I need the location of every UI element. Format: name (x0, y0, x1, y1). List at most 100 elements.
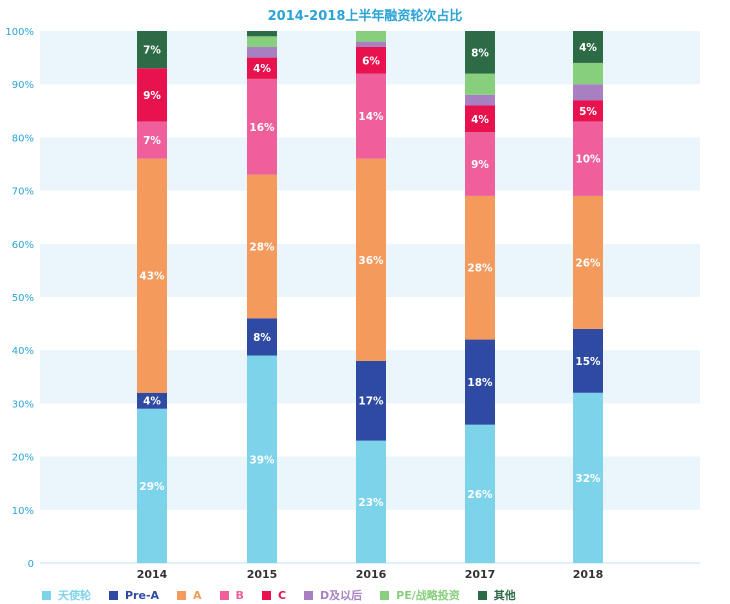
bar-segment (247, 31, 277, 37)
data-label: 39% (249, 454, 275, 466)
bar-segment (573, 195, 603, 329)
bar-segment (137, 121, 167, 159)
bar-segment (465, 94, 495, 106)
data-label: 14% (358, 111, 384, 123)
data-label: 4% (579, 42, 597, 54)
data-label: 7% (143, 45, 161, 57)
bar-segment (247, 46, 277, 58)
legend-label: 其他 (493, 589, 516, 602)
y-tick-label: 0 (28, 559, 34, 570)
bar-segment (573, 328, 603, 393)
bar-segment (356, 31, 386, 42)
data-label: 43% (139, 271, 165, 283)
data-label: 28% (467, 263, 493, 275)
bar-segment (465, 73, 495, 95)
legend-swatch (261, 590, 271, 600)
bar-segment (137, 408, 167, 563)
bar-segment (247, 57, 277, 79)
y-tick-label: 70% (12, 187, 34, 198)
bar-segment (356, 41, 386, 47)
legend-item: C (261, 587, 287, 603)
bar-segment (573, 31, 603, 63)
data-label: 8% (253, 332, 271, 344)
legend-swatch (219, 590, 229, 600)
legend-swatch (380, 590, 390, 600)
legend-label: B (235, 588, 244, 602)
legend-item: D及以后 (304, 587, 362, 603)
legend-swatch (42, 590, 51, 600)
data-label: 23% (358, 497, 384, 509)
data-label: 32% (575, 473, 601, 485)
data-label: 4% (471, 114, 489, 126)
bar-segment (465, 339, 495, 425)
bar-segment (356, 73, 386, 159)
bar-segment (465, 424, 495, 563)
data-label: 17% (358, 396, 384, 408)
data-label: 9% (143, 90, 161, 102)
legend-label: C (277, 588, 287, 602)
bar-segment (465, 132, 495, 196)
bar-segment (356, 360, 386, 441)
bar-segment (356, 46, 386, 74)
bar-segment (356, 440, 386, 563)
bar-segment (356, 158, 386, 361)
data-label: 4% (143, 396, 161, 408)
bar-segment (247, 78, 277, 175)
legend-swatch (109, 590, 118, 600)
legend-label: D及以后 (320, 589, 363, 602)
bar-segment (573, 100, 603, 122)
bar-segment (465, 195, 495, 340)
bar-segment (573, 121, 603, 196)
bar-segment (573, 392, 603, 563)
y-tick-label: 50% (12, 293, 34, 304)
bar-segment (465, 31, 495, 74)
y-tick-label: 100% (5, 27, 34, 38)
legend-item: Pre-A (109, 587, 159, 603)
legend-label: PE/战略投资 (396, 589, 460, 602)
legend-item: PE/战略投资 (380, 587, 460, 603)
data-label: 10% (575, 154, 601, 166)
data-label: 9% (471, 159, 489, 171)
x-tick-label: 2018 (573, 568, 604, 581)
bar-segment (573, 62, 603, 85)
y-tick-label: 90% (12, 80, 34, 91)
x-tick-label: 2016 (356, 568, 387, 581)
legend-item: A (177, 587, 202, 603)
legend-swatch (304, 590, 314, 600)
legend-label: Pre-A (125, 588, 160, 602)
bar-segment (247, 174, 277, 319)
data-label: 4% (253, 63, 271, 75)
data-label: 29% (139, 481, 165, 493)
legend-swatch (177, 590, 187, 600)
x-tick-label: 2017 (465, 568, 496, 581)
y-tick-label: 80% (12, 133, 34, 144)
chart-legend: 天使轮 Pre-A A B C D及以后 PE/战略投资 其他 (42, 587, 534, 603)
bar-segment (465, 105, 495, 133)
legend-label: 天使轮 (58, 589, 91, 602)
data-label: 15% (575, 356, 601, 368)
y-tick-label: 40% (12, 346, 34, 357)
data-label: 26% (575, 257, 601, 269)
legend-item: B (219, 587, 244, 603)
bar-segment (137, 68, 167, 122)
y-tick-label: 60% (12, 240, 34, 251)
chart-title: 2014-2018上半年融资轮次占比 (267, 9, 463, 24)
legend-item: 其他 (477, 587, 516, 603)
data-label: 8% (471, 47, 489, 59)
data-label: 26% (467, 489, 493, 501)
bar-segment (247, 318, 277, 356)
data-label: 36% (358, 255, 384, 267)
bar-segment (247, 36, 277, 47)
data-label: 18% (467, 377, 493, 389)
legend-item: 天使轮 (42, 587, 91, 603)
data-label: 5% (579, 106, 597, 118)
bar-segment (137, 158, 167, 393)
y-tick-label: 30% (12, 399, 34, 410)
y-tick-label: 10% (12, 506, 34, 517)
data-label: 28% (249, 241, 275, 253)
x-tick-label: 2014 (137, 568, 168, 581)
data-label: 16% (249, 122, 275, 134)
data-label: 6% (362, 55, 380, 67)
y-tick-label: 20% (12, 453, 34, 464)
